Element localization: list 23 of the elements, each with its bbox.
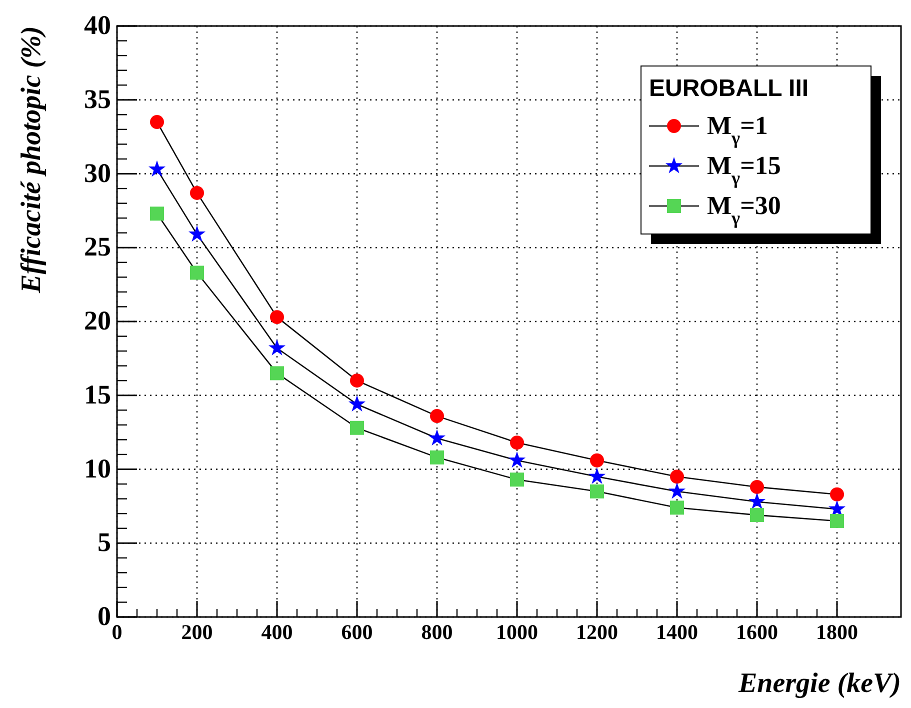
legend-title: EUROBALL III (649, 75, 809, 102)
x-tick-label: 1400 (656, 620, 698, 644)
legend-label: M$_{γ}$=1 (707, 111, 768, 148)
legend-label: M$_{γ}$=15 (707, 151, 781, 188)
y-tick-label: 5 (98, 527, 111, 558)
x-tick-label: 1600 (736, 620, 778, 644)
x-tick-label: 1200 (576, 620, 618, 644)
x-tick-label: 400 (261, 620, 293, 644)
y-tick-label: 35 (84, 84, 111, 114)
y-tick-label: 20 (84, 306, 111, 336)
x-tick-label: 800 (421, 620, 453, 644)
y-tick-label: 25 (84, 232, 111, 262)
x-tick-label: 1000 (496, 620, 538, 644)
y-tick-label: 30 (84, 158, 111, 188)
y-tick-label: 40 (84, 10, 111, 40)
y-tick-label: 15 (84, 379, 111, 410)
y-axis-title: Efficacité photopic (%) (16, 26, 47, 294)
x-axis-title: Energie (keV) (737, 668, 901, 699)
x-tick-label: 1800 (816, 620, 858, 644)
x-tick-label: 600 (341, 620, 373, 644)
legend-label: M$_{γ}$=30 (707, 191, 781, 228)
x-tick-label: 200 (181, 620, 213, 644)
y-tick-label: 10 (84, 453, 111, 484)
